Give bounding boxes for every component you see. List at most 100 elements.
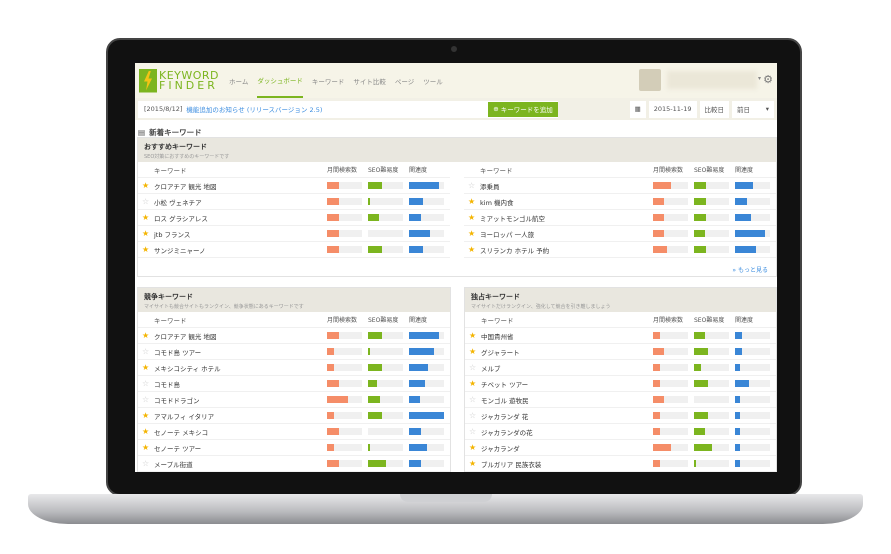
- keyword-text[interactable]: ミアットモンゴル航空: [480, 214, 545, 223]
- star-filled-icon[interactable]: ★: [468, 213, 476, 222]
- table-row[interactable]: ★ kim 機内食: [464, 194, 776, 210]
- star-filled-icon[interactable]: ★: [469, 347, 477, 356]
- star-filled-icon[interactable]: ★: [468, 245, 476, 254]
- nav-tools[interactable]: ツール: [423, 77, 443, 86]
- keyword-text[interactable]: コモド島 ツアー: [154, 348, 202, 357]
- keyword-text[interactable]: コモド島: [154, 380, 180, 389]
- table-row[interactable]: ☆ コモドドラゴン: [138, 392, 450, 408]
- nav-keyword[interactable]: キーワード: [311, 77, 345, 86]
- avatar[interactable]: [639, 69, 661, 91]
- table-row[interactable]: ★ ロス グラシアレス: [138, 210, 450, 226]
- star-outline-icon[interactable]: ☆: [469, 363, 477, 372]
- star-outline-icon[interactable]: ☆: [142, 347, 150, 356]
- table-row[interactable]: ☆ ジャカランダ 花: [465, 408, 776, 424]
- star-outline-icon[interactable]: ☆: [469, 395, 477, 404]
- keyword-text[interactable]: サンジミニャーノ: [154, 246, 206, 255]
- keyword-text[interactable]: ジャカランダ: [481, 444, 520, 453]
- star-outline-icon[interactable]: ☆: [142, 197, 150, 206]
- keyword-text[interactable]: メキシコシティ ホテル: [154, 364, 221, 373]
- table-row[interactable]: ☆ 添乗員: [464, 178, 776, 194]
- table-row[interactable]: ☆ メープル街道: [138, 456, 450, 472]
- table-row[interactable]: ☆ コモド島: [138, 376, 450, 392]
- star-filled-icon[interactable]: ★: [142, 245, 150, 254]
- star-filled-icon[interactable]: ★: [469, 459, 477, 468]
- nav-page[interactable]: ページ: [394, 77, 415, 86]
- keyword-text[interactable]: グジャラート: [481, 348, 520, 357]
- keyword-text[interactable]: クロアチア 観光 地図: [154, 332, 217, 341]
- table-row[interactable]: ☆ モンゴル 遊牧民: [465, 392, 776, 408]
- keyword-text[interactable]: クロアチア 観光 地図: [154, 182, 217, 191]
- star-filled-icon[interactable]: ★: [142, 229, 150, 238]
- table-row[interactable]: ★ ジャカランダ: [465, 440, 776, 456]
- star-outline-icon[interactable]: ☆: [469, 411, 477, 420]
- keyword-text[interactable]: メルブ: [481, 364, 501, 373]
- star-filled-icon[interactable]: ★: [142, 363, 150, 372]
- table-row[interactable]: ★ クロアチア 観光 地図: [138, 178, 450, 194]
- nav-dashboard[interactable]: ダッシュボード: [257, 63, 303, 98]
- keyword-text[interactable]: kim 機内食: [480, 198, 514, 207]
- nav-site-compare[interactable]: サイト比較: [353, 77, 386, 86]
- keyword-text[interactable]: ジャカランダ 花: [481, 412, 529, 421]
- table-row[interactable]: ★ チベット ツアー: [465, 376, 776, 392]
- star-outline-icon[interactable]: ☆: [468, 181, 476, 190]
- date-field[interactable]: 2015-11-19: [648, 100, 697, 118]
- table-row[interactable]: ★ ヨーロッパ 一人旅: [464, 226, 776, 242]
- star-filled-icon[interactable]: ★: [469, 379, 477, 388]
- table-row[interactable]: ☆ 小松 ヴェネチア: [138, 194, 450, 210]
- keyword-text[interactable]: ヨーロッパ 一人旅: [480, 230, 535, 239]
- star-filled-icon[interactable]: ★: [142, 181, 150, 190]
- table-row[interactable]: ★ セノーテ メキシコ: [138, 424, 450, 440]
- table-row[interactable]: ★ サンジミニャーノ: [138, 242, 450, 258]
- table-row[interactable]: ☆ コモド島 ツアー: [138, 344, 450, 360]
- table-row[interactable]: ☆ メルブ: [465, 360, 776, 376]
- gear-icon[interactable]: ⚙: [763, 73, 773, 86]
- table-row[interactable]: ★ アマルフィ イタリア: [138, 408, 450, 424]
- keyword-text[interactable]: コモドドラゴン: [154, 396, 200, 405]
- keyword-text[interactable]: チベット ツアー: [481, 380, 529, 389]
- star-filled-icon[interactable]: ★: [468, 229, 476, 238]
- table-row[interactable]: ★ jtb フランス: [138, 226, 450, 242]
- star-filled-icon[interactable]: ★: [142, 213, 150, 222]
- keyword-text[interactable]: セノーテ ツアー: [154, 444, 202, 453]
- star-filled-icon[interactable]: ★: [142, 427, 150, 436]
- star-filled-icon[interactable]: ★: [142, 443, 150, 452]
- nav-home[interactable]: ホーム: [229, 77, 249, 86]
- star-filled-icon[interactable]: ★: [469, 443, 477, 452]
- calendar-icon[interactable]: ▦: [629, 100, 646, 118]
- keyword-text[interactable]: 小松 ヴェネチア: [154, 198, 202, 207]
- table-row[interactable]: ★ グジャラート: [465, 344, 776, 360]
- keyword-text[interactable]: 中国貴州省: [481, 332, 514, 341]
- table-row[interactable]: ★ クロアチア 観光 地図: [138, 328, 450, 344]
- table-row[interactable]: ★ 中国貴州省: [465, 328, 776, 344]
- account-info-blurred[interactable]: [667, 71, 757, 89]
- keyword-text[interactable]: モンゴル 遊牧民: [481, 396, 529, 405]
- keyword-text[interactable]: メープル街道: [154, 460, 193, 469]
- notice-link[interactable]: 機能追加のお知らせ (リリースバージョン 2.5): [186, 106, 323, 114]
- table-row[interactable]: ☆ ジャカランダの花: [465, 424, 776, 440]
- keyword-text[interactable]: スリランカ ホテル 予約: [480, 246, 550, 255]
- table-row[interactable]: ★ セノーテ ツアー: [138, 440, 450, 456]
- keyword-text[interactable]: ブルガリア 民族衣装: [481, 460, 542, 469]
- more-link[interactable]: » もっと見る: [732, 267, 768, 274]
- logo[interactable]: KEYWORD FINDER: [139, 68, 219, 93]
- star-filled-icon[interactable]: ★: [142, 411, 150, 420]
- star-outline-icon[interactable]: ☆: [469, 427, 477, 436]
- star-outline-icon[interactable]: ☆: [142, 379, 150, 388]
- keyword-text[interactable]: ジャカランダの花: [481, 428, 533, 437]
- star-filled-icon[interactable]: ★: [469, 331, 477, 340]
- keyword-text[interactable]: 添乗員: [480, 182, 500, 191]
- star-outline-icon[interactable]: ☆: [142, 459, 150, 468]
- table-row[interactable]: ★ ミアットモンゴル航空: [464, 210, 776, 226]
- keyword-text[interactable]: jtb フランス: [154, 230, 191, 239]
- compare-select[interactable]: 前日 ▾: [732, 100, 774, 118]
- table-row[interactable]: ★ メキシコシティ ホテル: [138, 360, 450, 376]
- keyword-text[interactable]: セノーテ メキシコ: [154, 428, 209, 437]
- table-row[interactable]: ★ スリランカ ホテル 予約: [464, 242, 776, 258]
- add-keyword-button[interactable]: ⊕ キーワードを追加: [488, 101, 558, 117]
- star-outline-icon[interactable]: ☆: [142, 395, 150, 404]
- table-row[interactable]: ★ ブルガリア 民族衣装: [465, 456, 776, 472]
- star-filled-icon[interactable]: ★: [142, 331, 150, 340]
- chevron-down-icon[interactable]: ▾: [757, 75, 761, 82]
- keyword-text[interactable]: アマルフィ イタリア: [154, 412, 215, 421]
- keyword-text[interactable]: ロス グラシアレス: [154, 214, 208, 223]
